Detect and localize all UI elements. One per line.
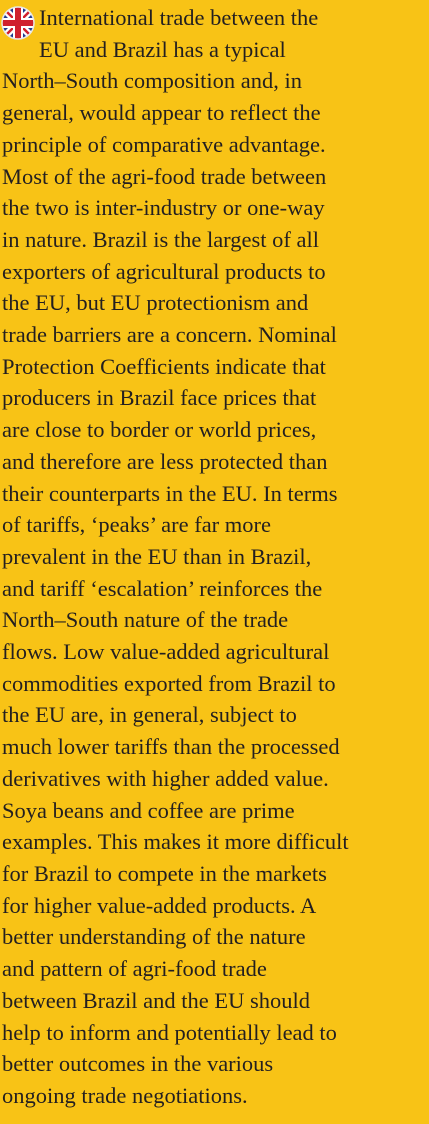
- text-line: EU and Brazil has a typical: [39, 36, 286, 62]
- text-line: trade barriers are a concern. Nominal: [2, 322, 337, 348]
- text-line: North–South nature of the trade: [2, 607, 289, 633]
- text-line: Soya beans and coffee are prime: [2, 797, 295, 823]
- text-line: International trade between the: [39, 5, 319, 30]
- text-line: and therefore are less protected than: [2, 448, 328, 474]
- text-line: in nature. Brazil is the largest of all: [2, 226, 319, 252]
- text-line: and tariff ‘escalation’ reinforces the: [2, 575, 323, 601]
- text-line: for Brazil to compete in the markets: [2, 860, 327, 886]
- text-line: for higher value-added products. A: [2, 892, 317, 918]
- text-line: prevalent in the EU than in Brazil,: [2, 543, 312, 569]
- text-line: the two is inter-industry or one-way: [2, 195, 325, 221]
- text-line: ongoing trade negotiations.: [2, 1082, 248, 1108]
- text-line: of tariffs, ‘peaks’ are far more: [2, 512, 272, 538]
- flag-icon: [1, 6, 35, 40]
- text-line: flows. Low value-added agricultural: [2, 639, 330, 665]
- text-line: their counterparts in the EU. In terms: [2, 480, 338, 506]
- text-line: the EU are, in general, subject to: [2, 702, 297, 728]
- text-line: help to inform and potentially lead to: [2, 1019, 337, 1045]
- text-line: better understanding of the nature: [2, 924, 306, 950]
- text-line: between Brazil and the EU should: [2, 987, 311, 1013]
- text-line: derivatives with higher added value.: [2, 765, 329, 791]
- paragraph: International trade between the EU and Br…: [2, 2, 427, 1112]
- text-line: producers in Brazil face prices that: [2, 385, 317, 411]
- text-line: Protection Coefficients indicate that: [2, 353, 326, 379]
- text-line: much lower tariffs than the processed: [2, 734, 340, 760]
- text-line: general, would appear to reflect the: [2, 100, 321, 126]
- text-line: exporters of agricultural products to: [2, 258, 326, 284]
- text-line: better outcomes in the various: [2, 1051, 274, 1077]
- text-line: principle of comparative advantage.: [2, 131, 326, 157]
- text-line: examples. This makes it more difficult: [2, 829, 349, 855]
- text-line: and pattern of agri-food trade: [2, 956, 267, 982]
- text-line: commodities exported from Brazil to: [2, 670, 336, 696]
- text-line: North–South composition and, in: [2, 68, 302, 94]
- text-line: the EU, but EU protectionism and: [2, 290, 309, 316]
- text-line: Most of the agri-food trade between: [2, 163, 327, 189]
- text-line: are close to border or world prices,: [2, 417, 317, 443]
